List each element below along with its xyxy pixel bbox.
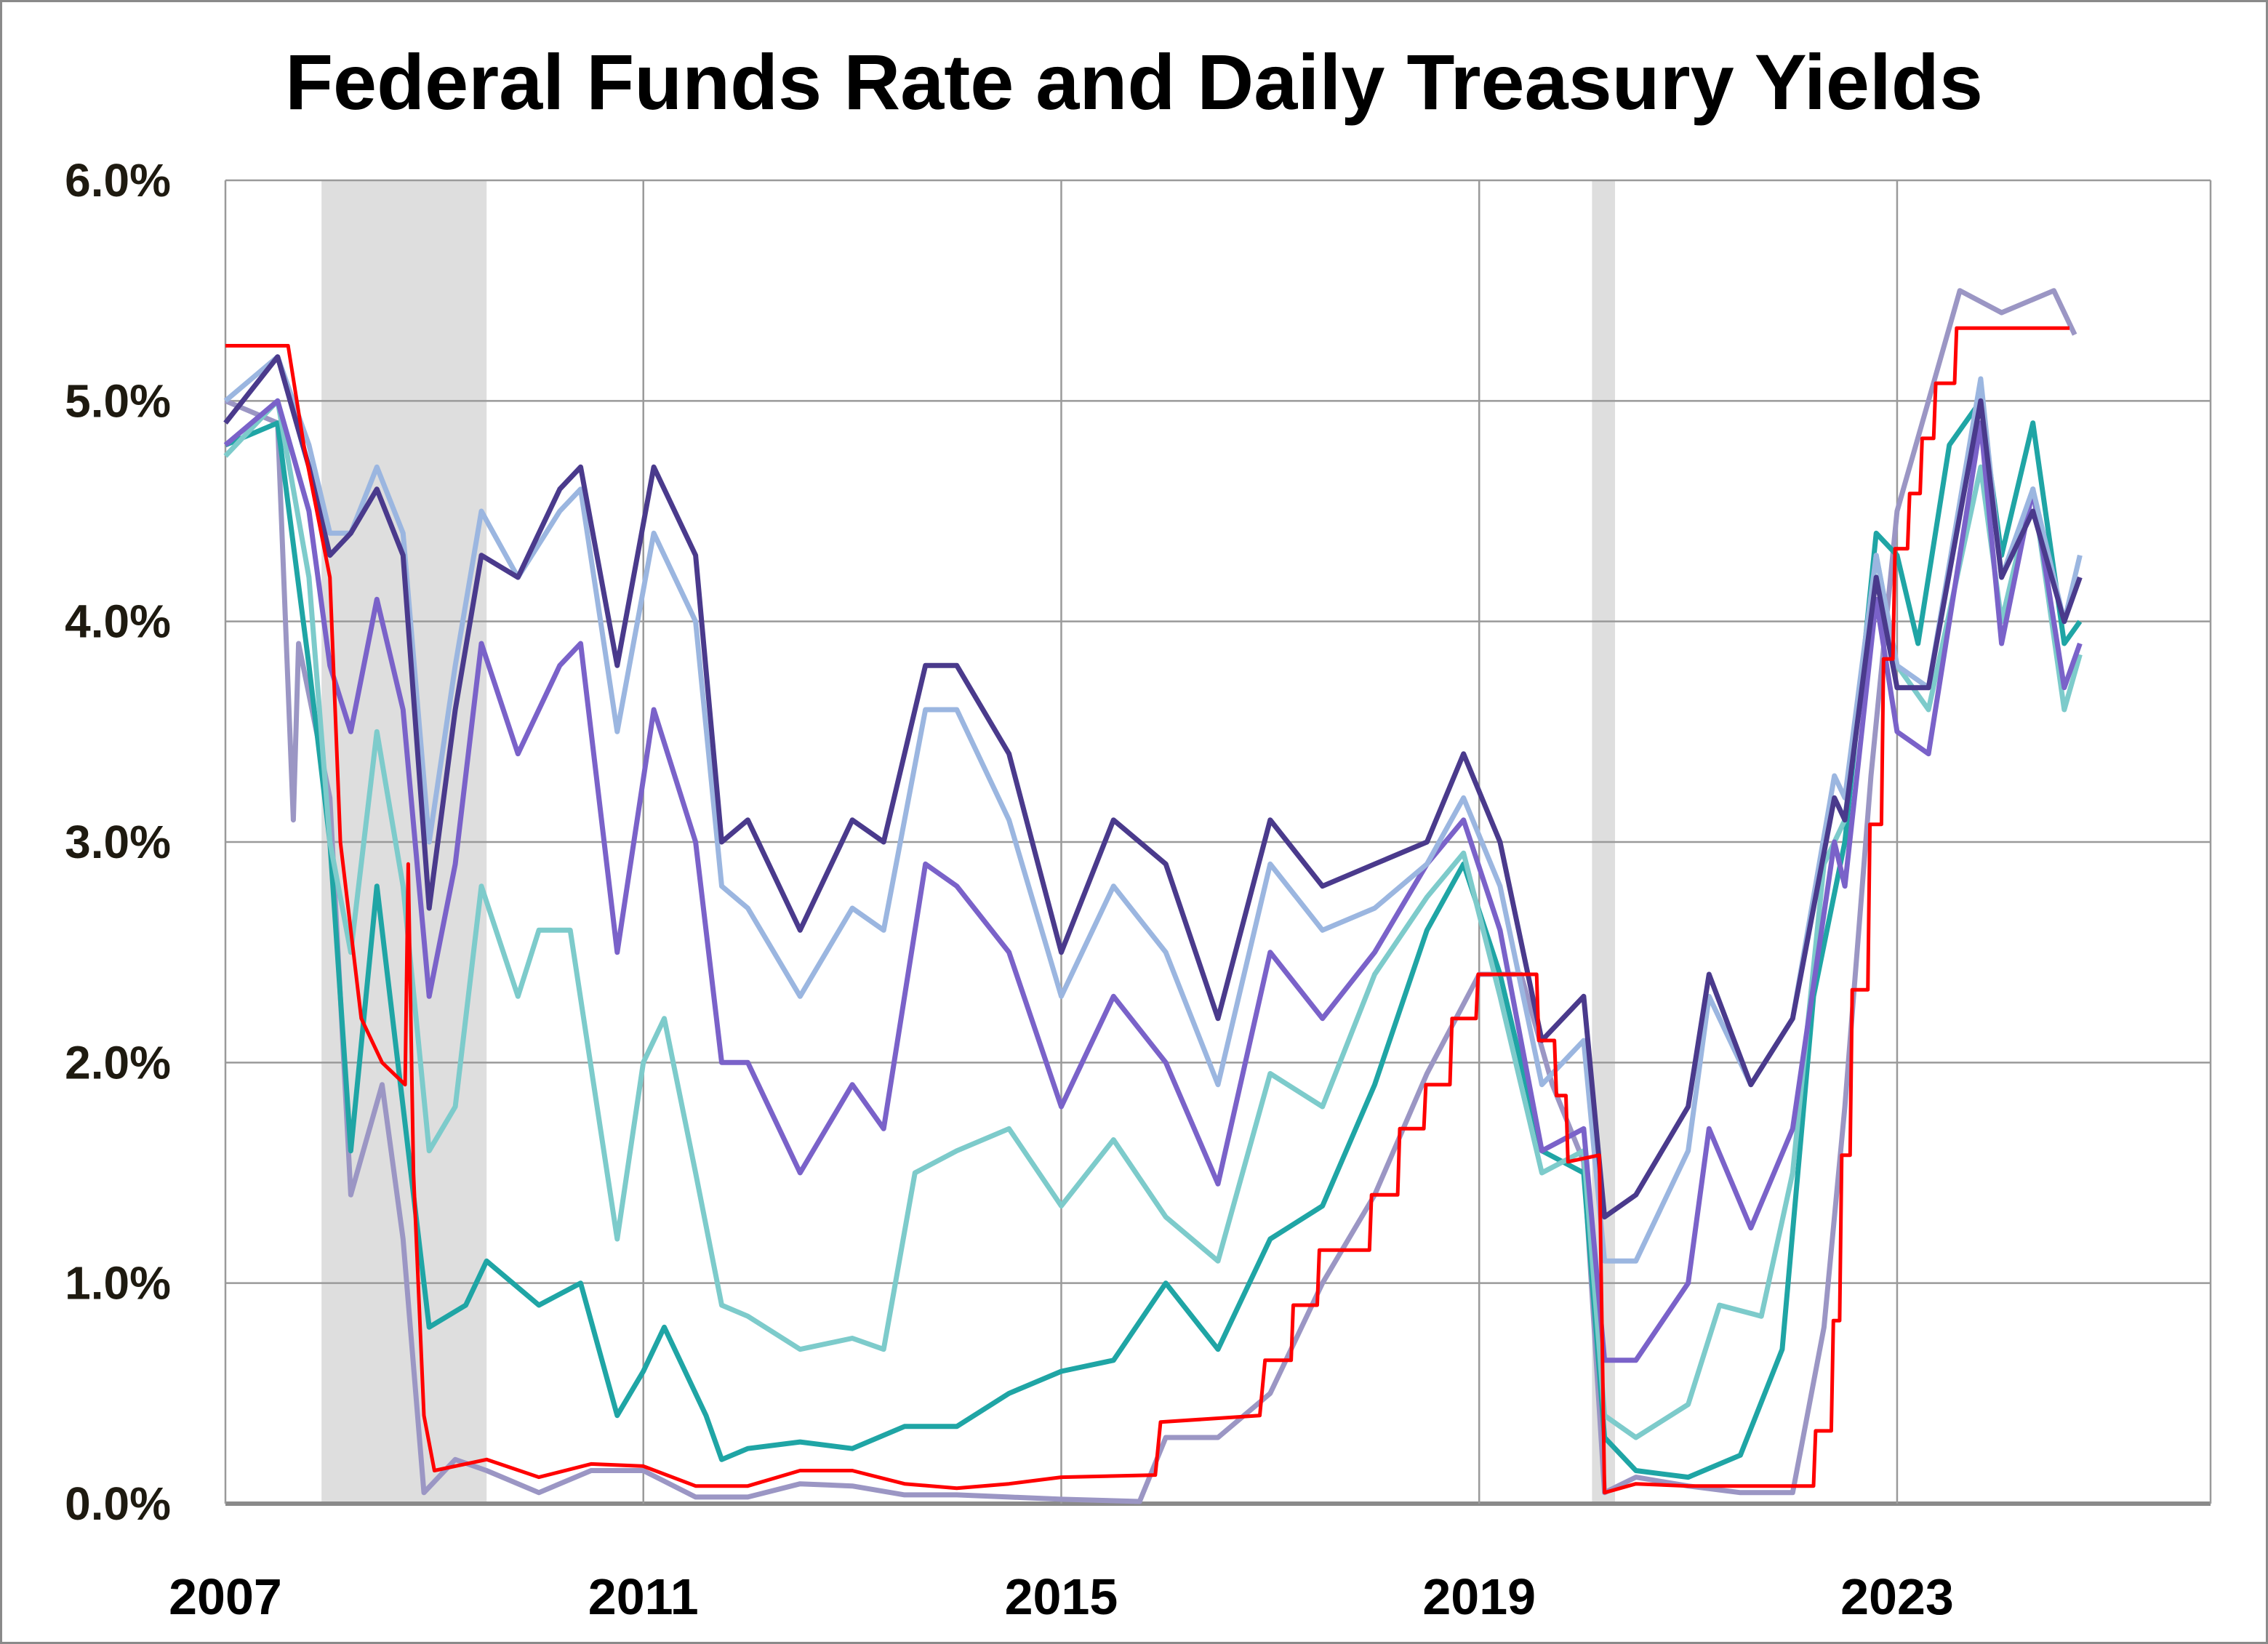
y-tick-label: 5.0% [65,374,171,427]
y-axis-ticks: 0.0% 1.0% 2.0% 3.0% 4.0% 5.0% 6.0% [65,154,171,1530]
y-tick-label: 0.0% [65,1477,171,1530]
chart-title: Federal Funds Rate and Daily Treasury Yi… [285,38,1983,126]
y-tick-label: 2.0% [65,1036,171,1088]
series-lines [223,288,2083,1504]
x-tick-label: 2023 [1840,1568,1954,1625]
series-line-6 [225,326,2069,1495]
y-tick-label: 6.0% [65,154,171,206]
y-tick-label: 4.0% [65,596,171,648]
x-tick-label: 2007 [169,1568,282,1625]
series-line-3 [223,398,2083,1363]
series-line-5 [223,354,2083,1220]
y-tick-label: 3.0% [65,816,171,868]
series-line-0 [224,288,2077,1504]
x-tick-label: 2019 [1422,1568,1536,1625]
gridlines [224,179,2212,1506]
y-tick-label: 1.0% [65,1257,171,1310]
x-axis-ticks: 2007 2011 2015 2019 2023 [169,1568,1954,1625]
x-tick-label: 2015 [1005,1568,1118,1625]
x-tick-label: 2011 [588,1568,699,1625]
series-line-4 [223,354,2083,1264]
